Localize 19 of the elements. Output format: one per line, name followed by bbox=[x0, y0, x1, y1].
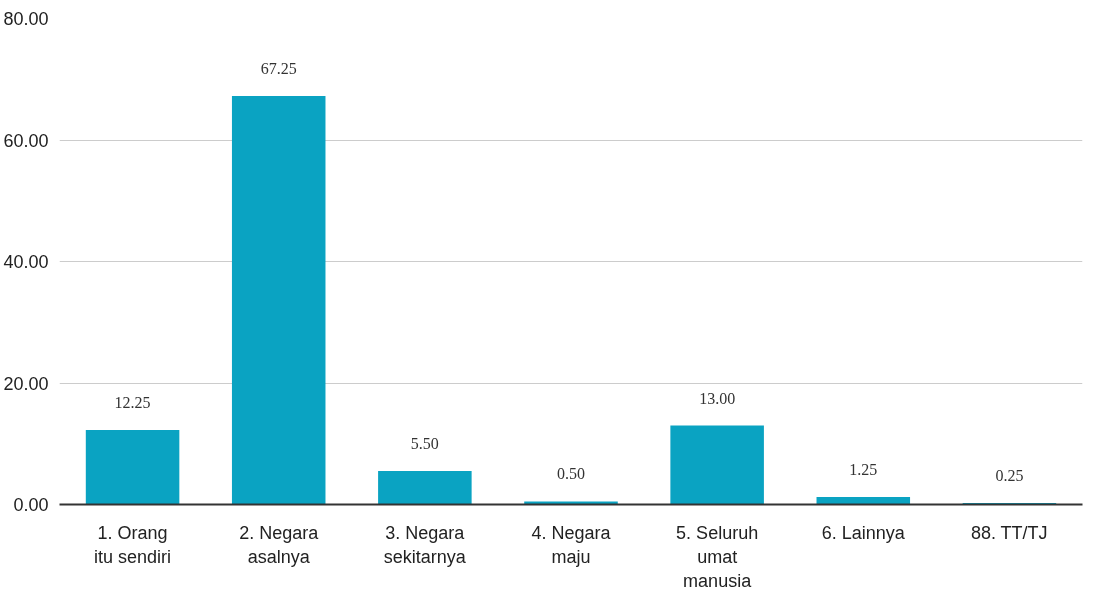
x-tick-label: 5. Seluruh umat manusia bbox=[676, 522, 759, 591]
data-label: 67.25 bbox=[260, 59, 297, 77]
data-label: 0.50 bbox=[557, 465, 585, 483]
y-tick-label: 0.00 bbox=[13, 495, 49, 515]
y-tick-label: 60.00 bbox=[3, 130, 49, 151]
data-label: 12.25 bbox=[114, 394, 151, 412]
y-tick-label: 40.00 bbox=[3, 252, 49, 272]
x-tick-label: 4. Negara maju bbox=[531, 522, 612, 567]
data-label: 0.25 bbox=[995, 466, 1024, 484]
data-label: 13.00 bbox=[699, 389, 736, 407]
data-label: 1.25 bbox=[849, 460, 878, 478]
y-tick-label: 20.00 bbox=[3, 373, 49, 394]
x-tick-label: 6. Lainnya bbox=[821, 522, 906, 543]
y-tick-label: 80.00 bbox=[3, 9, 49, 29]
x-tick-label: 2. Negara asalnya bbox=[239, 522, 320, 567]
data-label: 5.50 bbox=[410, 435, 439, 453]
x-tick-label: 3. Negara sekitarnya bbox=[383, 522, 467, 567]
x-tick-label: 88. TT/TJ bbox=[970, 522, 1048, 543]
x-tick-label: 1. Orang itu sendiri bbox=[94, 522, 172, 567]
